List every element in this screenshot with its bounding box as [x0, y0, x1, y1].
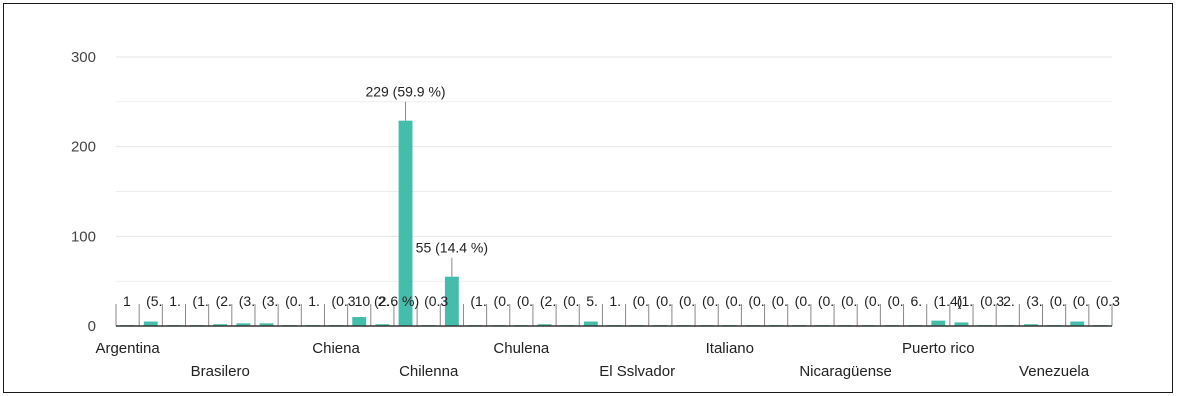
bar	[259, 323, 274, 326]
bar	[583, 321, 598, 326]
data-label: (0.	[887, 293, 903, 309]
data-label: (0.	[563, 293, 579, 309]
data-label: 55 (14.4 %)	[416, 240, 488, 256]
x-category-label: Italiano	[706, 340, 754, 357]
data-label: 1.	[308, 293, 320, 309]
data-label: (0.	[1049, 293, 1065, 309]
data-label: (0.3	[980, 293, 1004, 309]
bar	[236, 323, 251, 326]
y-tick-label: 100	[71, 228, 96, 245]
data-label: (1.	[192, 293, 208, 309]
x-category-label: Puerto rico	[902, 340, 975, 357]
data-label: (3.	[262, 293, 278, 309]
data-label: (0.	[795, 293, 811, 309]
data-label: (2.	[540, 293, 556, 309]
y-tick-label: 0	[88, 318, 96, 335]
data-label: (0.	[1073, 293, 1089, 309]
bar	[398, 120, 413, 326]
x-category-label: Brasilero	[191, 363, 250, 380]
y-tick-label: 300	[71, 49, 96, 66]
data-label: (0.	[725, 293, 741, 309]
data-label: 5.	[586, 293, 598, 309]
data-label: 1	[123, 293, 131, 309]
data-label: (0.	[748, 293, 764, 309]
bar	[537, 324, 552, 326]
x-category-label: Venezuela	[1019, 363, 1090, 380]
data-label: (0.	[285, 293, 301, 309]
data-label: 1.	[169, 293, 181, 309]
data-label: 10 (2.6 %)	[355, 293, 420, 309]
x-category-label: Chiena	[312, 340, 360, 357]
data-label: 6.	[910, 293, 922, 309]
y-tick-label: 200	[71, 139, 96, 156]
data-label: (0.	[679, 293, 695, 309]
data-label: (0.3	[331, 293, 355, 309]
bar	[1070, 321, 1085, 326]
data-label: (1.4)	[934, 293, 963, 309]
data-label: (0.	[864, 293, 880, 309]
bar	[1023, 324, 1038, 326]
data-label: (1.	[470, 293, 486, 309]
x-category-label: El Sslvador	[599, 363, 675, 380]
bar	[954, 322, 969, 326]
x-category-label: Argentina	[95, 340, 160, 357]
bar	[931, 320, 946, 326]
data-label: 1.	[609, 293, 621, 309]
data-label: (0.	[494, 293, 510, 309]
x-category-label: Chilenna	[399, 363, 459, 380]
bar	[375, 324, 390, 326]
x-category-label: Nicaragüense	[799, 363, 892, 380]
data-label: (0.	[633, 293, 649, 309]
bar	[444, 276, 459, 326]
data-label: (0.	[517, 293, 533, 309]
data-label: (0.	[656, 293, 672, 309]
chart-frame: 0 100 200 300 1 (5. 1. (1. (2. (3. (3. (0. 1. (0.3 10 …	[3, 3, 1173, 393]
data-label: (0.	[772, 293, 788, 309]
data-label: (0.3	[424, 293, 448, 309]
bar	[352, 317, 367, 326]
data-label: 2.	[378, 293, 390, 309]
data-label: (5.	[146, 293, 162, 309]
data-label: (3.	[1026, 293, 1042, 309]
bar	[143, 321, 158, 326]
data-label: 2.	[1003, 293, 1015, 309]
data-label: (3.	[239, 293, 255, 309]
data-label: (1.	[957, 293, 973, 309]
data-label: (0.3	[1096, 293, 1120, 309]
bar	[213, 324, 228, 326]
data-label: (0.	[702, 293, 718, 309]
data-label: (0.	[841, 293, 857, 309]
data-label: (2.	[216, 293, 232, 309]
data-label: 229 (59.9 %)	[365, 84, 445, 100]
x-category-label: Chulena	[493, 340, 550, 357]
data-label: (0.	[818, 293, 834, 309]
